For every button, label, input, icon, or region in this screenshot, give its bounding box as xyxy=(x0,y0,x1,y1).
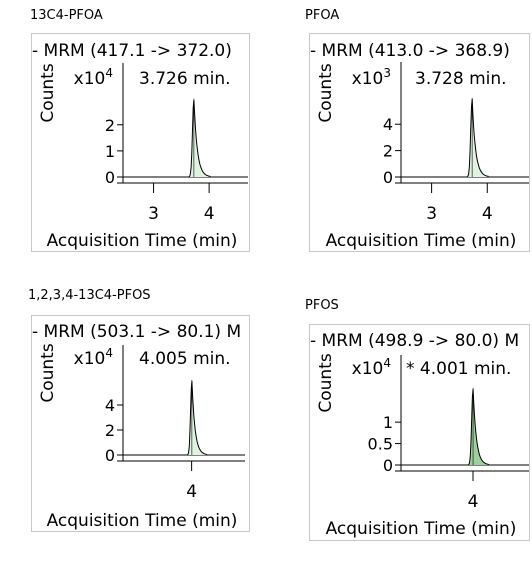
panel-title-13c4-pfos: 1,2,3,4-13C4-PFOS xyxy=(28,288,151,303)
peak-trace xyxy=(466,99,489,178)
y-scale-factor: x104 xyxy=(74,66,113,89)
peak-label: 3.728 min. xyxy=(415,69,507,89)
y-tick-label: 2 xyxy=(383,142,393,161)
peak-fill xyxy=(187,381,208,455)
x-tick-label: 4 xyxy=(482,204,493,224)
transition-label: - MRM (413.0 -> 368.9) xyxy=(310,41,510,61)
x-tick-label: 4 xyxy=(186,482,197,502)
panel-title-pfos: PFOS xyxy=(305,298,339,313)
panel-frame xyxy=(31,315,250,532)
peak-trace xyxy=(187,381,208,456)
peak-label: 3.726 min. xyxy=(139,69,231,89)
y-tick-label: 4 xyxy=(383,115,393,134)
x-tick-label: 4 xyxy=(468,492,479,512)
x-axis-label: Acquisition Time (min) xyxy=(326,231,517,251)
y-tick-label: 2 xyxy=(105,421,115,440)
y-tick-label: 1 xyxy=(383,413,393,432)
y-tick-label: 0.5 xyxy=(368,435,393,454)
y-tick-label: 1 xyxy=(105,142,115,161)
peak-fill xyxy=(467,99,489,177)
y-axis-label: Counts xyxy=(38,63,58,122)
x-axis-label: Acquisition Time (min) xyxy=(47,231,238,251)
y-axis-label: Counts xyxy=(316,63,336,122)
y-axis-label: Counts xyxy=(38,343,58,402)
x-tick-label: 4 xyxy=(204,204,215,224)
peak-fill xyxy=(188,100,211,177)
y-scale-factor: x104 xyxy=(74,346,113,369)
chart-panel-1: - MRM (417.1 -> 372.0)Counts x104 0 1 2 3 4 3.7… xyxy=(31,33,250,252)
y-scale-factor: x103 xyxy=(352,66,391,89)
y-tick-label: 0 xyxy=(383,456,393,475)
y-tick-label: 2 xyxy=(105,116,115,135)
peak-trace xyxy=(188,99,211,178)
x-tick-label: 3 xyxy=(148,204,159,224)
panel-content: - MRM (417.1 -> 372.0)Counts x104 0 1 2 3 4 3.7… xyxy=(32,41,248,251)
y-scale-factor: x104 xyxy=(352,356,391,379)
y-axis-label: Counts xyxy=(316,353,336,412)
panel-title-pfoa: PFOA xyxy=(305,8,340,23)
y-tick-label: 0 xyxy=(105,446,115,465)
panel-title-13c4-pfoa: 13C4-PFOA xyxy=(30,8,103,23)
y-tick-label: 0 xyxy=(383,168,393,187)
y-tick-label: 0 xyxy=(105,168,115,187)
x-axis-label: Acquisition Time (min) xyxy=(47,511,238,531)
panel-content: - MRM (413.0 -> 368.9)Counts x103 0 2 4 3 4 3.7… xyxy=(310,41,529,251)
x-tick-label: 3 xyxy=(426,204,437,224)
chart-panel-2: - MRM (413.0 -> 368.9)Counts x103 0 2 4 3 4 3.7… xyxy=(309,33,530,252)
x-axis-label: Acquisition Time (min) xyxy=(326,519,517,539)
peak-label: 4.005 min. xyxy=(139,349,231,369)
peak-label: * 4.001 min. xyxy=(406,359,511,379)
peak-fill xyxy=(468,389,490,465)
y-tick-label: 4 xyxy=(105,396,115,415)
panel-frame xyxy=(309,33,530,252)
transition-label: - MRM (498.9 -> 80.0) M xyxy=(310,331,519,351)
transition-label: - MRM (503.1 -> 80.1) M xyxy=(32,322,241,342)
panel-frame xyxy=(309,324,530,541)
peak-trace xyxy=(467,389,490,466)
panel-frame xyxy=(31,33,250,252)
transition-label: - MRM (417.1 -> 372.0) xyxy=(32,41,232,61)
